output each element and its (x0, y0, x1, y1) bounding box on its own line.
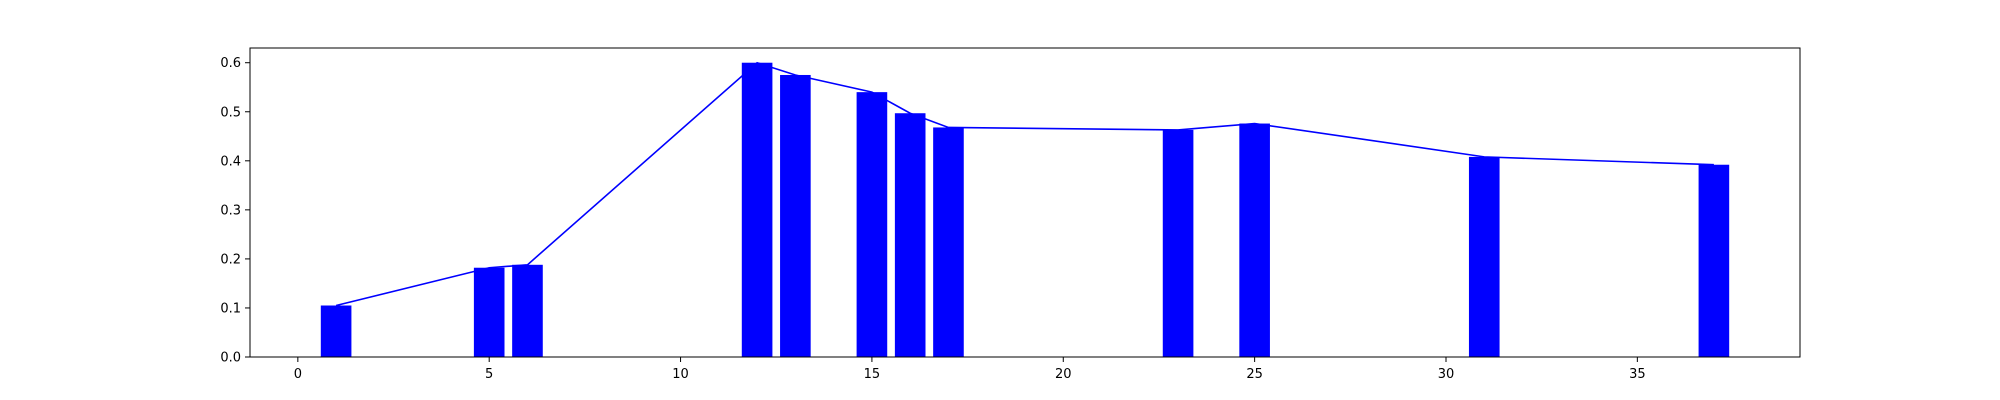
x-tick-label: 25 (1246, 367, 1263, 382)
x-tick-label: 0 (294, 367, 302, 382)
bar (320, 305, 352, 357)
bars-layer (320, 62, 1730, 358)
y-tick-label: 0.6 (220, 56, 241, 71)
x-tick-label: 15 (864, 367, 881, 382)
x-tick-label: 30 (1438, 367, 1455, 382)
y-tick-label: 0.5 (220, 105, 241, 120)
bar (473, 267, 505, 357)
line-layer (335, 61, 1714, 307)
x-tick-label: 35 (1629, 367, 1646, 382)
y-tick-label: 0.4 (220, 154, 241, 169)
bar (780, 74, 811, 357)
bar (894, 113, 926, 357)
x-tick-label: 20 (1055, 367, 1072, 382)
plot-area-frame (249, 47, 1801, 358)
ticks-layer: 0 5 10 15 20 25 30 35 0.0 0.1 0.2 0.3 0.4 0.5 0.6 (220, 56, 1645, 382)
bar (741, 62, 773, 357)
bar (1468, 156, 1500, 357)
bar (512, 264, 543, 357)
y-tick-label: 0.3 (220, 203, 241, 218)
bar (856, 92, 888, 358)
x-tick-label: 10 (672, 367, 689, 382)
y-tick-label: 0.2 (220, 252, 241, 267)
bar (1239, 123, 1270, 358)
y-tick-label: 0.0 (220, 351, 241, 366)
bar (933, 127, 964, 357)
x-tick-label: 5 (485, 367, 493, 382)
series-line (335, 61, 1714, 307)
y-tick-label: 0.1 (220, 301, 241, 316)
bar (1698, 164, 1730, 357)
bar (1162, 129, 1194, 357)
